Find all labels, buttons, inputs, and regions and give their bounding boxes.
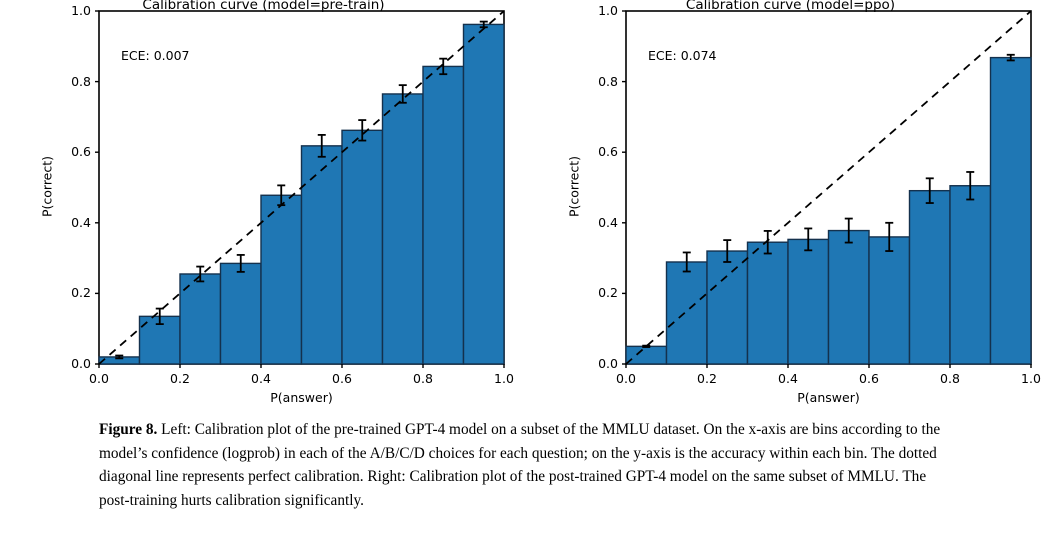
error-bar [804,227,813,252]
panel-pre-train: Calibration curve (model=pre-train) ECE:… [0,0,527,410]
panel-title-pre-train: Calibration curve (model=pre-train) [142,0,385,13]
calibration-plot-ppo [622,10,1032,368]
calibration-bar [746,241,789,365]
calibration-bar [462,23,505,365]
calibration-bar [908,189,951,365]
error-bar [236,254,245,273]
y-tick-label: 0.4 [598,214,618,230]
y-axis-label: P(correct) [566,155,582,217]
error-bar [479,20,488,29]
error-bar [844,217,853,244]
x-tick-label: 0.8 [413,371,433,386]
y-tick-label: 0.6 [71,144,91,160]
calibration-bar [625,345,668,365]
figure-caption-body: Left: Calibration plot of the pre-traine… [99,421,941,509]
error-bar [642,344,651,348]
perfect-calibration-line [625,10,1032,365]
error-bar [115,354,124,360]
x-tick-label: 0.2 [697,371,717,386]
y-axis-label: P(correct) [39,155,55,217]
perfect-calibration-line [98,10,505,365]
x-tick-label: 0.0 [616,371,636,386]
error-bar [1006,53,1015,62]
y-tick-label: 0.2 [598,285,618,301]
calibration-bar [300,145,343,365]
ece-annotation-pre-train: ECE: 0.007 [121,48,190,63]
y-tick-label: 1.0 [598,3,618,18]
x-tick-label: 0.2 [170,371,190,386]
x-tick-label: 0.0 [89,371,109,386]
x-axis-label: P(answer) [797,390,860,405]
x-tick-label: 1.0 [1021,371,1041,386]
calibration-bar [381,93,424,365]
ece-annotation-ppo: ECE: 0.074 [648,48,717,63]
panel-title-ppo: Calibration curve (model=ppo) [685,0,896,13]
y-tick-label: 0.0 [598,356,618,371]
error-bar [723,239,732,263]
x-tick-label: 0.8 [940,371,960,386]
calibration-plot-pre-train [95,10,505,368]
x-tick-label: 0.4 [778,371,798,386]
x-tick-label: 0.6 [859,371,879,386]
x-tick-label: 0.6 [332,371,352,386]
x-axis-label: P(answer) [270,390,333,405]
error-bar [763,230,772,255]
error-bar [196,265,205,283]
error-bar [277,184,286,207]
error-bar [439,57,448,76]
error-bar [317,134,326,158]
calibration-bar [706,250,749,365]
calibration-bar [787,238,830,365]
y-tick-label: 0.2 [71,285,91,301]
y-tick-label: 0.4 [71,214,91,230]
y-tick-label: 0.0 [71,356,91,371]
plot-panels: Calibration curve (model=pre-train) ECE:… [0,0,1054,410]
x-tick-label: 1.0 [494,371,514,386]
calibration-bar [179,273,222,365]
error-bar [398,84,407,104]
error-bar [358,119,367,142]
error-bar [966,171,975,201]
error-bar [925,177,934,204]
calibration-bar [665,261,708,365]
error-bar [682,251,691,273]
calibration-bar [260,194,303,365]
x-tick-label: 0.4 [251,371,271,386]
y-tick-label: 1.0 [71,3,91,18]
calibration-bar [989,56,1032,365]
calibration-bar [422,65,465,365]
calibration-bar [341,129,384,365]
calibration-bar [827,229,870,365]
y-tick-label: 0.8 [598,73,618,89]
figure-caption-label: Figure 8. [99,421,158,438]
y-tick-label: 0.8 [71,73,91,89]
calibration-bar [949,185,992,365]
calibration-bar [219,262,262,365]
panel-ppo: Calibration curve (model=ppo) ECE: 0.074… [527,0,1054,410]
calibration-bar [868,236,911,365]
error-bar [885,221,894,252]
figure-caption: Figure 8. Left: Calibration plot of the … [99,418,957,512]
y-tick-label: 0.6 [598,144,618,160]
error-bar [155,307,164,326]
